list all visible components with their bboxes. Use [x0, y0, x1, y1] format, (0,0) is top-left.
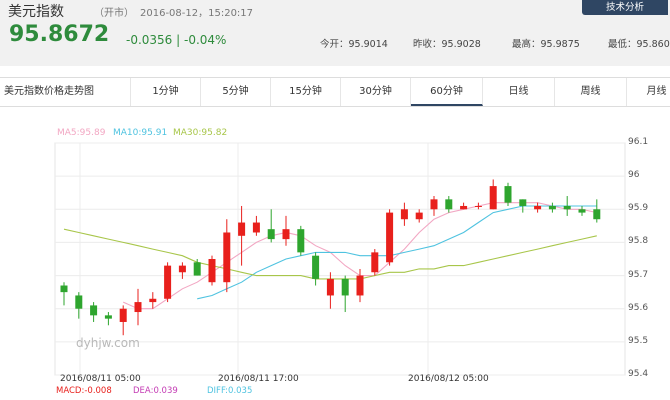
candle-body — [445, 199, 453, 210]
ma-line-ma10 — [197, 205, 597, 300]
x-tick-label: 2016/08/12 05:00 — [408, 374, 489, 384]
candle-body — [312, 255, 320, 279]
candle-body — [282, 229, 290, 240]
candle-body — [119, 308, 127, 322]
timeframe-tabs: 美元指数价格走势图 1分钟 5分钟 15分钟 30分钟 60分钟 日线 周线 月… — [0, 77, 670, 107]
x-tick-label: 2016/08/11 05:00 — [60, 374, 141, 384]
candle-body — [415, 212, 423, 220]
candle-body — [371, 252, 379, 273]
tab-weekly[interactable]: 周线 — [555, 78, 627, 106]
candle-body — [460, 205, 468, 210]
dea-value: DEA:0.039 — [133, 386, 178, 396]
candle-body — [252, 222, 260, 233]
legend-ma30: MA30:95.82 — [173, 128, 228, 138]
y-tick-label: 95.4 — [628, 369, 649, 379]
candle-body — [267, 229, 275, 240]
low-stat: 最低：95.860 — [608, 39, 670, 50]
candle-body — [297, 229, 305, 253]
candle-body — [430, 199, 438, 210]
ma-line-ma30 — [63, 228, 597, 280]
tab-15min[interactable]: 15分钟 — [271, 78, 341, 106]
y-tick-label: 95.9 — [628, 203, 649, 214]
y-tick-label: 96.1 — [628, 137, 649, 147]
tab-30min[interactable]: 30分钟 — [341, 78, 411, 106]
price-change: -0.0356 | -0.04% — [126, 33, 227, 47]
candle-body — [208, 259, 216, 283]
y-tick-label: 95.7 — [628, 269, 649, 280]
candle-body — [548, 205, 556, 210]
candle-body — [504, 186, 512, 203]
candle-body — [519, 199, 527, 206]
candle-body — [400, 209, 408, 220]
open-stat: 今开：95.9014 — [320, 39, 388, 50]
candle-body — [326, 278, 334, 296]
macd-value: MACD:-0.008 — [56, 386, 112, 396]
candle-body — [534, 205, 542, 210]
y-tick-label: 95.8 — [628, 236, 649, 247]
candle-body — [578, 209, 586, 213]
diff-value: DIFF:0.035 — [207, 386, 253, 396]
tab-1min[interactable]: 1分钟 — [131, 78, 201, 106]
candle-body — [238, 222, 246, 236]
legend-ma10: MA10:95.91 — [113, 128, 168, 138]
y-tick-label: 95.5 — [628, 335, 649, 346]
market-status: （开市） — [94, 8, 134, 19]
tab-60min[interactable]: 60分钟 — [411, 78, 483, 106]
tab-daily[interactable]: 日线 — [483, 78, 555, 106]
quote-header: 美元指数 （开市） 2016-08-12，15:20:17 技术分析 95.86… — [0, 0, 670, 66]
candle-body — [223, 232, 231, 283]
quote-datetime: 2016-08-12，15:20:17 — [140, 8, 254, 19]
candle-body — [474, 205, 482, 207]
candle-body — [193, 262, 201, 276]
tab-5min[interactable]: 5分钟 — [201, 78, 271, 106]
instrument-title: 美元指数 — [8, 4, 64, 20]
candle-body — [341, 278, 349, 296]
candle-body — [60, 285, 68, 293]
candle-body — [593, 209, 601, 220]
candle-body — [149, 298, 157, 303]
candle-body — [178, 265, 186, 273]
legend-ma5: MA5:95.89 — [57, 128, 106, 138]
candle-body — [75, 295, 83, 309]
tab-monthly[interactable]: 月线 — [627, 78, 670, 106]
candle-body — [164, 265, 172, 299]
plot-frame — [54, 142, 626, 376]
candle-body — [90, 305, 98, 316]
candle-body — [386, 212, 394, 263]
technical-analysis-button[interactable]: 技术分析 — [582, 0, 668, 15]
candle-body — [489, 186, 497, 210]
watermark: dyhjw.com — [76, 336, 140, 350]
x-tick-label: 2016/08/11 17:00 — [218, 374, 299, 384]
current-price: 95.8672 — [9, 22, 110, 47]
high-stat: 最高：95.9875 — [512, 39, 580, 50]
candle-body — [104, 315, 112, 319]
candle-body — [356, 275, 364, 296]
prev-close-stat: 昨收：95.9028 — [413, 39, 481, 50]
tab-price-chart[interactable]: 美元指数价格走势图 — [0, 78, 131, 106]
y-tick-label: 95.6 — [628, 302, 649, 313]
candle-body — [134, 302, 142, 313]
candle-body — [563, 205, 571, 210]
y-tick-label: 96 — [628, 170, 640, 181]
